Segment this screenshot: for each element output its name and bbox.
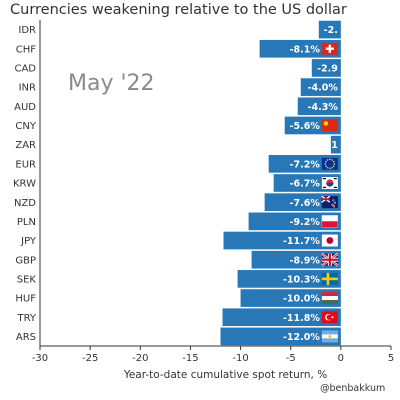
x-tick-label: -10 <box>232 353 248 364</box>
japan-flag <box>321 234 338 247</box>
x-tick-label: -5 <box>286 353 296 364</box>
category-label: GBP <box>15 255 36 266</box>
category-label: ARS <box>16 332 36 343</box>
value-label: -8.1% <box>290 44 321 55</box>
category-label: CAD <box>14 64 36 75</box>
switzerland-flag <box>321 42 338 55</box>
bar-huf <box>240 289 341 307</box>
value-label: -12.0% <box>283 332 320 343</box>
bar-zar <box>330 135 341 154</box>
x-tick-label: -20 <box>132 353 148 364</box>
date-annotation: May '22 <box>68 71 155 96</box>
category-label: IDR <box>18 25 36 36</box>
value-label: -2.9 <box>317 64 338 75</box>
value-label: -2. <box>324 25 338 36</box>
x-tick-label: -25 <box>82 353 98 364</box>
value-label: -9.2% <box>290 217 321 228</box>
south-korea-flag <box>321 177 338 189</box>
value-label: -11.7% <box>283 236 320 247</box>
chart-title: Currencies weakening relative to the US … <box>10 2 347 18</box>
bar-chf <box>259 39 341 58</box>
x-tick-label: -15 <box>182 353 198 364</box>
category-label: AUD <box>14 102 36 113</box>
category-label: ZAR <box>15 140 36 151</box>
value-label: -6.7% <box>290 179 321 190</box>
new-zealand-flag <box>321 195 338 209</box>
credit-text: @benbakkum <box>320 383 386 394</box>
x-axis-label: Year-to-date cumulative spot return, % <box>123 369 327 381</box>
value-label: -10.0% <box>283 294 320 305</box>
bar-pln <box>248 212 341 231</box>
argentina-flag <box>321 330 338 343</box>
category-label: TRY <box>16 313 36 324</box>
category-label: EUR <box>15 159 36 170</box>
category-label: CHF <box>16 44 37 55</box>
category-label: NZD <box>14 198 36 209</box>
x-tick-label: 5 <box>388 353 394 364</box>
value-label: -5.6% <box>290 121 321 132</box>
category-label: SEK <box>17 274 37 285</box>
value-label: -7.2% <box>290 159 321 170</box>
value-label: -8.9% <box>290 255 321 266</box>
eu-flag <box>321 157 338 170</box>
bar-cad <box>311 59 341 77</box>
china-flag <box>321 119 338 132</box>
category-label: JPY <box>20 236 37 247</box>
category-label: PLN <box>17 217 36 228</box>
bar-jpy <box>223 231 341 250</box>
category-label: HUF <box>15 294 36 305</box>
x-tick-label: 0 <box>338 353 344 364</box>
hungary-flag <box>321 292 338 305</box>
bar-ars <box>220 327 341 346</box>
category-label: INR <box>19 83 36 94</box>
bar-sek <box>237 270 341 288</box>
category-label: CNY <box>15 121 36 132</box>
bar-inr <box>300 78 341 96</box>
uk-flag <box>321 252 339 267</box>
value-label: -4.3% <box>308 102 339 113</box>
value-label: -7.6% <box>290 198 321 209</box>
turkey-flag <box>321 311 338 324</box>
bar-idr <box>318 20 341 39</box>
bar-aud <box>297 97 341 116</box>
bar-gbp <box>251 250 341 269</box>
bar-nzd <box>264 193 341 212</box>
x-tick-label: -30 <box>32 353 48 364</box>
value-label: -11.8% <box>283 313 320 324</box>
value-label: -10.3% <box>283 274 320 285</box>
value-label: -4.0% <box>308 83 339 94</box>
poland-flag <box>321 215 339 228</box>
category-label: KRW <box>13 179 36 190</box>
sweden-flag <box>321 272 338 285</box>
bar-try <box>222 308 341 327</box>
value-label: -1 <box>327 140 338 151</box>
